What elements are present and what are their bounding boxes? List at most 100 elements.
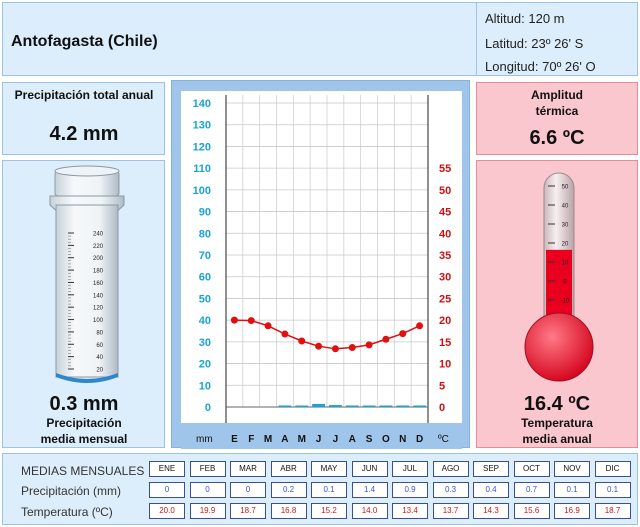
- climograph-panel: 0 10 20 30 40 50 60 70 80 90 100 110 120 130 140 0 5 10 15…: [171, 80, 470, 449]
- gauge-water: [56, 373, 118, 383]
- thermal-range-value: 6.6 ºC: [529, 127, 585, 149]
- temp-mean-label-2: media anual: [522, 432, 592, 446]
- temperature-point: [399, 330, 407, 338]
- right-axis-tick: 45: [439, 207, 451, 219]
- right-axis-tick: 10: [439, 359, 451, 371]
- month-header-cell: NOV: [554, 461, 590, 477]
- thermal-range-label-2: térmica: [535, 104, 579, 118]
- month-header-cell: JUN: [351, 461, 388, 477]
- month-header-cell: ENE: [149, 461, 185, 477]
- month-header-cell: MAR: [230, 461, 266, 477]
- month-header-cell: AGO: [432, 461, 469, 477]
- temp-cell: 18.7: [230, 503, 266, 519]
- left-axis-tick: 80: [199, 228, 211, 240]
- month-label: E: [231, 434, 238, 445]
- thermo-tick-label: -10: [561, 299, 570, 305]
- right-axis-tick: 30: [439, 272, 451, 284]
- thermo-tick-label: 50: [562, 185, 569, 191]
- temperature-point: [365, 341, 373, 349]
- temp-cell: 15.6: [513, 503, 550, 519]
- left-axis-tick: 10: [199, 380, 211, 392]
- precip-mean-panel: 240 220 200 180 160 140 120 100 80 60 40 20 0.3 mm …: [2, 160, 165, 448]
- temp-cell: 15.2: [311, 503, 347, 519]
- precip-mean-value: 0.3 mm: [49, 393, 119, 415]
- gauge-scale: 240 220 200 180 160 140 120 100 80 60 40 20: [68, 232, 104, 374]
- left-unit-label: mm: [196, 434, 213, 445]
- month-header-cell: MAY: [311, 461, 347, 477]
- latitude-text: Latitud: 23º 26' S: [485, 36, 584, 51]
- right-axis-tick: 40: [439, 228, 451, 240]
- gauge-tick-label: 80: [96, 330, 103, 336]
- temp-cell: 14.0: [351, 503, 388, 519]
- climograph: 0 10 20 30 40 50 60 70 80 90 100 110 120 130 140 0 5 10 15…: [181, 91, 462, 449]
- city-title: Antofagasta (Chile): [11, 33, 158, 50]
- precip-mean-label-2: media mensual: [40, 432, 128, 446]
- temp-cell: 20.0: [149, 503, 185, 519]
- thermal-range-panel: Amplitud térmica 6.6 ºC: [476, 82, 638, 155]
- month-header-cell: SEP: [473, 461, 509, 477]
- right-axis-tick: 15: [439, 337, 451, 349]
- left-axis-tick: 110: [193, 163, 211, 175]
- right-axis-tick: 50: [439, 185, 451, 197]
- precip-cell: 0.9: [392, 482, 428, 498]
- left-axis-tick: 40: [199, 315, 211, 327]
- precip-cell: 0.2: [270, 482, 307, 498]
- longitude-text: Longitud: 70º 26' O: [485, 59, 596, 74]
- temperature-point: [281, 330, 289, 338]
- temp-mean-value: 16.4 ºC: [523, 393, 591, 415]
- precip-cell: 1.4: [351, 482, 388, 498]
- left-axis-tick: 50: [199, 293, 211, 305]
- month-label: M: [298, 434, 306, 445]
- month-label: A: [281, 434, 288, 445]
- month-label: J: [316, 434, 322, 445]
- left-axis-tick: 70: [199, 250, 211, 262]
- left-axis-tick: 130: [193, 120, 211, 132]
- precip-total-panel: Precipitación total anual 4.2 mm: [2, 82, 165, 155]
- thermometer-bulb: [524, 312, 594, 382]
- right-unit-label: ºC: [438, 434, 449, 445]
- gauge-tick-label: 160: [93, 281, 104, 287]
- right-axis-tick: 5: [439, 380, 445, 392]
- left-axis-tick: 140: [193, 98, 211, 110]
- month-label: N: [399, 434, 406, 445]
- thermometer-scale: 50 40 30 20 10 0 -10: [548, 185, 570, 305]
- month-label: M: [264, 434, 272, 445]
- temperature-point: [315, 342, 323, 350]
- temperature-point: [230, 316, 238, 324]
- gauge-tick-label: 180: [93, 269, 104, 275]
- gauge-tick-label: 140: [93, 293, 104, 299]
- left-axis-tick: 60: [199, 272, 211, 284]
- gauge-tick-label: 240: [93, 232, 104, 238]
- right-axis-tick: 20: [439, 315, 451, 327]
- precip-row-label: Precipitación (mm): [21, 484, 122, 498]
- month-label: D: [416, 434, 423, 445]
- month-label: J: [333, 434, 339, 445]
- table-title: MEDIAS MENSUALES: [21, 464, 145, 478]
- precip-cell: 0: [189, 482, 226, 498]
- precip-cell: 0.7: [513, 482, 550, 498]
- temp-cell: 14.3: [473, 503, 509, 519]
- temp-cell: 18.7: [594, 503, 631, 519]
- temperature-point: [331, 345, 339, 353]
- monthly-table: MEDIAS MENSUALES Precipitación (mm) Temp…: [2, 453, 638, 525]
- thermometer: 50 40 30 20 10 0 -10: [524, 172, 594, 382]
- gauge-tick-label: 60: [96, 343, 103, 349]
- gauge-tick-label: 40: [96, 355, 103, 361]
- temperature-point: [247, 317, 255, 325]
- right-axis-tick: 0: [439, 402, 445, 414]
- precip-bar: [379, 405, 393, 407]
- month-header-cell: DIC: [594, 461, 631, 477]
- precip-cell: 0.1: [311, 482, 347, 498]
- thermo-tick-label: 20: [562, 242, 569, 248]
- month-header-cell: OCT: [513, 461, 550, 477]
- left-axis-tick: 0: [205, 402, 211, 414]
- temperature-point: [382, 335, 390, 343]
- location-info: Altitud: 120 m Latitud: 23º 26' S Longit…: [476, 2, 638, 76]
- left-axis-tick: 20: [199, 359, 211, 371]
- left-axis-tick: 30: [199, 337, 211, 349]
- month-header-cell: JUL: [392, 461, 428, 477]
- month-label: S: [366, 434, 373, 445]
- left-axis-tick: 120: [193, 141, 211, 153]
- precip-total-label: Precipitación total anual: [14, 88, 154, 102]
- temp-cell: 13.7: [432, 503, 469, 519]
